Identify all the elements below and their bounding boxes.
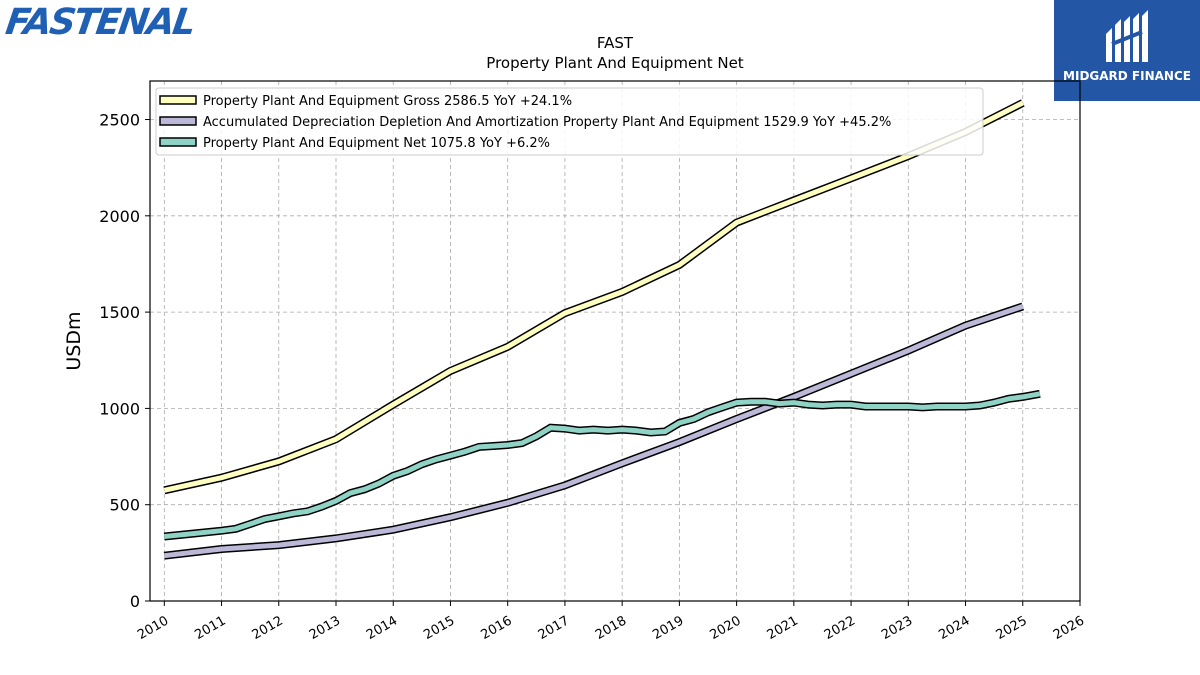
x-tick-label: 2023 [879,613,915,643]
x-tick-label: 2015 [421,613,457,643]
midgard-emblem-icon [1106,10,1148,62]
x-axis: 2010 2011 2012 2013 2014 2015 2016 2017 2018 2019… [135,601,1087,643]
x-tick-label: 2013 [307,613,343,643]
midgard-finance-logo: MIDGARD FINANCE [1054,0,1200,101]
x-tick-label: 2010 [135,613,171,643]
grid [150,81,1081,602]
midgard-finance-label: MIDGARD FINANCE [1063,69,1191,83]
x-tick-label: 2022 [822,613,858,643]
plot-frame [149,80,1081,602]
series-line [164,304,1024,559]
x-tick-label: 2021 [765,613,801,643]
series-line [164,391,1041,539]
legend-label: Property Plant And Equipment Gross 2586.… [203,94,572,109]
y-tick-label: 0 [130,592,140,611]
legend: Property Plant And Equipment Gross 2586.… [155,87,984,156]
y-axis-label: USDm [63,311,85,370]
x-tick-label: 2018 [593,613,629,643]
legend-label: Property Plant And Equipment Net 1075.8 … [203,136,550,151]
x-tick-label: 2024 [936,613,972,643]
legend-label: Accumulated Depreciation Depletion And A… [203,115,891,130]
y-tick-label: 1500 [99,303,140,322]
series-lines [163,99,1041,560]
chart-title: FAST [597,34,634,52]
x-tick-label: 2012 [250,613,286,643]
x-tick-label: 2016 [479,613,515,643]
series-line [163,100,1024,493]
x-tick-label: 2025 [994,613,1030,643]
y-tick-label: 2500 [99,111,140,130]
x-tick-label: 2026 [1051,613,1087,643]
y-tick-label: 1000 [99,399,140,418]
x-tick-label: 2011 [192,613,228,643]
y-tick-label: 2000 [99,207,140,226]
x-tick-label: 2020 [707,613,743,643]
legend-box [155,87,984,156]
legend-swatch [159,95,197,105]
x-tick-label: 2019 [650,613,686,643]
y-tick-label: 500 [109,496,140,515]
chart-subtitle: Property Plant And Equipment Net [486,54,743,72]
legend-swatch [159,137,197,147]
x-tick-label: 2014 [364,613,400,643]
y-axis: 0 500 1000 1500 2000 2500 [99,111,150,611]
legend-swatch [159,116,197,126]
x-tick-label: 2017 [536,613,572,643]
